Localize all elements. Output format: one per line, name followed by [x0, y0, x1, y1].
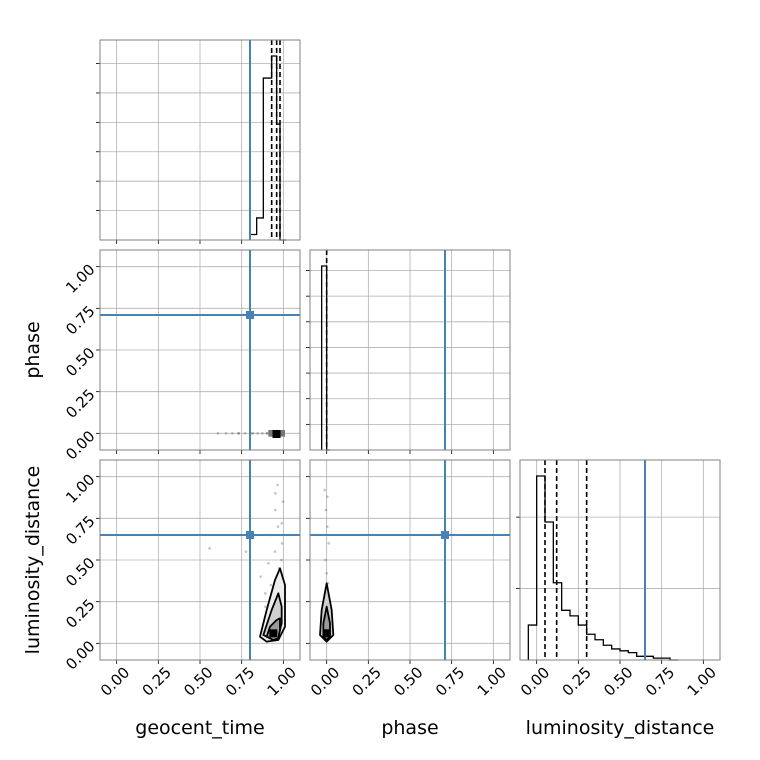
scatter-panel-geocent-time-vs-luminosity-distance-sample-point: [264, 592, 267, 595]
scatter-panel-phase-vs-luminosity-distance: 0.00 0.25 0.50 0.75 1.00: [306, 459, 511, 700]
scatter-panel-geocent-time-vs-phase-sample-point: [243, 432, 247, 435]
scatter-panel-geocent-time-vs-luminosity-distance-sample-point: [267, 562, 270, 565]
scatter-panel-geocent-time-vs-luminosity-distance-sample-point: [244, 550, 248, 553]
scatter-panel-geocent-time-vs-luminosity-distance-sample-point: [273, 550, 277, 553]
scatter-panel-geocent-time-vs-phase-border: [99, 249, 301, 451]
hist-panel-geocent-time: [96, 39, 301, 244]
scatter-panel-geocent-time-vs-luminosity-distance-sample-point: [276, 483, 279, 487]
scatter-panel-geocent-time-vs-luminosity-distance-sample-point: [280, 542, 284, 545]
hist-panel-phase-border: [309, 249, 511, 451]
scatter-panel-geocent-time-vs-luminosity-distance-sample-point: [259, 575, 262, 578]
scatter-panel-phase-vs-luminosity-distance-sample-point: [323, 488, 326, 492]
hist-panel-luminosity-distance-border: [519, 459, 721, 661]
scatter-panel-geocent-time-vs-phase-truth-marker: [246, 311, 254, 319]
scatter-panel-geocent-time-vs-luminosity-distance-sample-point: [208, 547, 211, 550]
scatter-panel-geocent-time-vs-phase-sample-point: [216, 432, 220, 435]
scatter-panel-geocent-time-vs-phase-sample-point: [231, 432, 234, 435]
scatter-panel-geocent-time-vs-luminosity-distance-sample-point: [280, 558, 283, 562]
xlabel-phase: phase: [381, 717, 438, 739]
xlabel-luminosity-distance: luminosity_distance: [526, 717, 715, 739]
scatter-panel-phase-vs-luminosity-distance-sample-point: [324, 558, 327, 562]
scatter-panel-phase-vs-luminosity-distance-sample-point: [327, 542, 330, 545]
scatter-panel-phase-vs-luminosity-distance-sample-point: [324, 508, 328, 512]
scatter-panel-geocent-time-vs-phase-sample-point: [224, 432, 228, 435]
scatter-panel-phase-vs-luminosity-distance-truth-marker: [441, 531, 449, 539]
scatter-panel-geocent-time-vs-luminosity-distance-sample-point: [276, 525, 280, 528]
scatter-panel-phase-vs-luminosity-distance-sample-point: [326, 495, 329, 498]
scatter-panel-geocent-time-vs-luminosity-distance-sample-point: [269, 583, 273, 587]
hist-panel-geocent-time-border: [99, 39, 301, 241]
ylabel-luminosity-distance: luminosity_distance: [22, 466, 44, 655]
scatter-panel-geocent-time-vs-phase-sample-point: [256, 432, 259, 435]
scatter-panel-geocent-time-vs-luminosity-distance-sample-point: [264, 605, 267, 608]
scatter-panel-geocent-time-vs-luminosity-distance-border: [99, 459, 301, 661]
ylabel-phase: phase: [22, 321, 44, 378]
scatter-panel-geocent-time-vs-phase-sample-point: [237, 432, 240, 435]
scatter-panel-geocent-time-vs-phase-sample-point: [251, 432, 255, 435]
scatter-panel-geocent-time-vs-phase-sample-point: [265, 432, 269, 435]
scatter-panel-geocent-time-vs-phase-sample-point: [237, 432, 240, 435]
scatter-panel-geocent-time-vs-phase-sample-point: [265, 432, 269, 435]
hist-panel-phase: [306, 249, 511, 454]
scatter-panel-phase-vs-luminosity-distance-sample-point: [326, 525, 329, 528]
scatter-panel-geocent-time-vs-phase-sample-point: [261, 432, 264, 435]
scatter-panel-phase-vs-luminosity-distance-sample-point: [325, 572, 328, 575]
scatter-panel-geocent-time-vs-luminosity-distance-sample-point: [280, 522, 283, 525]
scatter-panel-geocent-time-vs-luminosity-distance-sample-point: [274, 492, 277, 495]
scatter-panel-phase-vs-luminosity-distance-density-peak: [322, 629, 331, 638]
scatter-panel-phase-vs-luminosity-distance-border: [309, 459, 511, 661]
hist-panel-luminosity-distance-histogram: [527, 475, 679, 661]
scatter-panel-geocent-time-vs-phase-density-peak: [272, 430, 281, 438]
scatter-panel-geocent-time-vs-luminosity-distance-sample-point: [281, 500, 285, 503]
scatter-panel-geocent-time-vs-luminosity-distance-density-peak: [269, 629, 278, 638]
scatter-panel-geocent-time-vs-luminosity-distance-sample-point: [274, 508, 277, 512]
scatter-panel-geocent-time-vs-luminosity-distance-truth-marker: [246, 531, 254, 539]
xlabel-geocent-time: geocent_time: [135, 717, 264, 739]
